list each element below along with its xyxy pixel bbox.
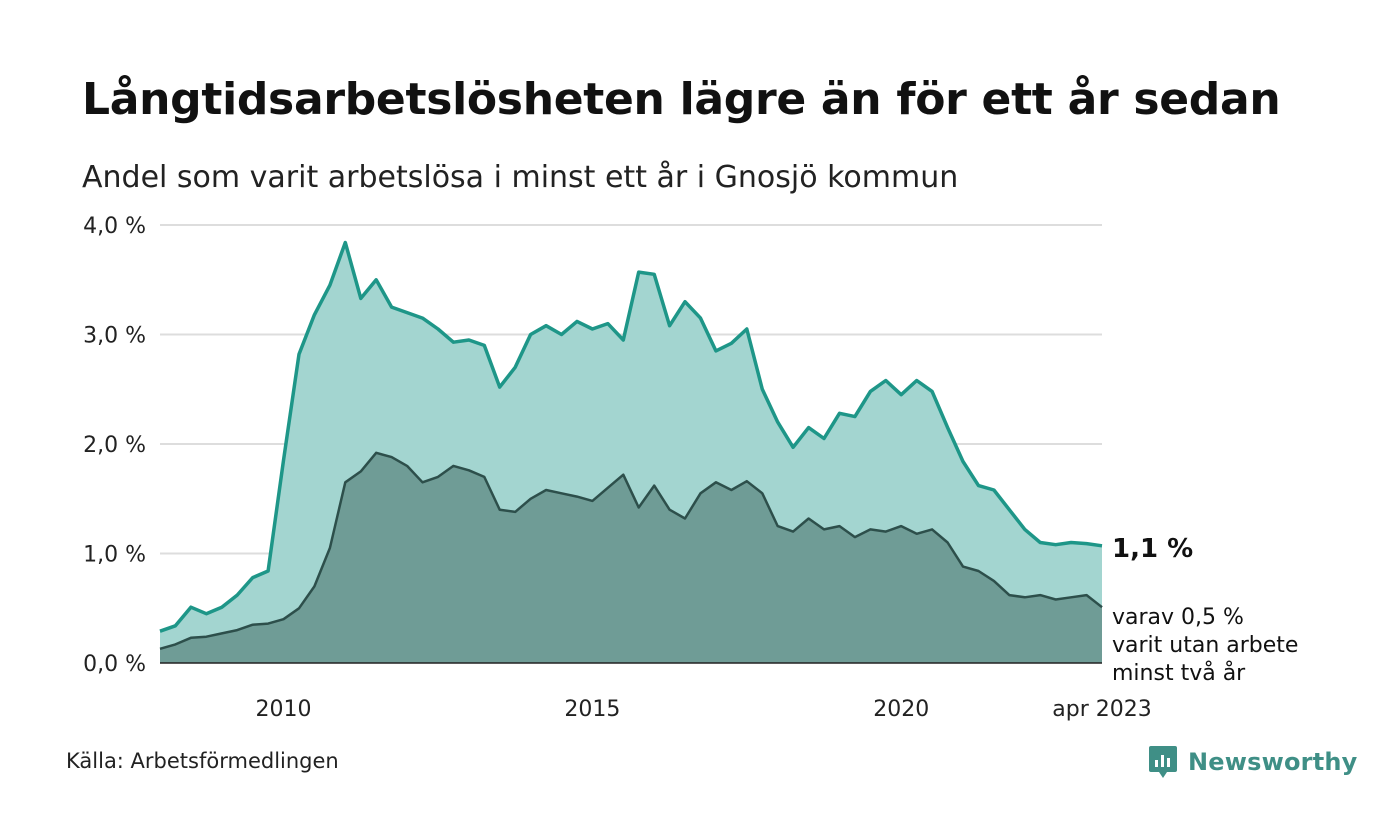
chart-areas	[160, 242, 1102, 663]
y-tick-label: 4,0 %	[83, 214, 146, 239]
x-tick-label: 2015	[564, 697, 620, 722]
chart-title: Långtidsarbetslösheten lägre än för ett …	[82, 74, 1281, 125]
brand-name: Newsworthy	[1188, 748, 1358, 776]
x-axis-labels: 2010 2015 2020 apr 2023	[256, 697, 1152, 722]
end-label-two-years: varav 0,5 %	[1112, 605, 1244, 630]
newsworthy-logo-icon	[1149, 746, 1177, 778]
x-tick-label: 2010	[256, 697, 312, 722]
end-label-two-years: minst två år	[1112, 660, 1246, 686]
x-tick-label: apr 2023	[1052, 697, 1151, 722]
y-tick-label: 3,0 %	[83, 324, 146, 349]
area-min2	[160, 452, 1102, 663]
y-tick-label: 0,0 %	[83, 652, 146, 677]
y-tick-label: 2,0 %	[83, 433, 146, 458]
line-min1	[159, 240, 1103, 633]
y-axis-labels: 0,0 % 1,0 % 2,0 % 3,0 % 4,0 %	[83, 214, 146, 677]
end-label-two-years: varit utan arbete	[1112, 633, 1298, 658]
chart-lines	[159, 240, 1103, 651]
end-label-total: 1,1 %	[1112, 534, 1193, 564]
source-note: Källa: Arbetsförmedlingen	[66, 749, 339, 773]
line-min2	[159, 451, 1103, 651]
y-tick-label: 1,0 %	[83, 543, 146, 568]
brand-logo[interactable]: Newsworthy	[1148, 744, 1358, 780]
x-tick-label: 2020	[873, 697, 929, 722]
chart-subtitle: Andel som varit arbetslösa i minst ett å…	[82, 160, 959, 195]
